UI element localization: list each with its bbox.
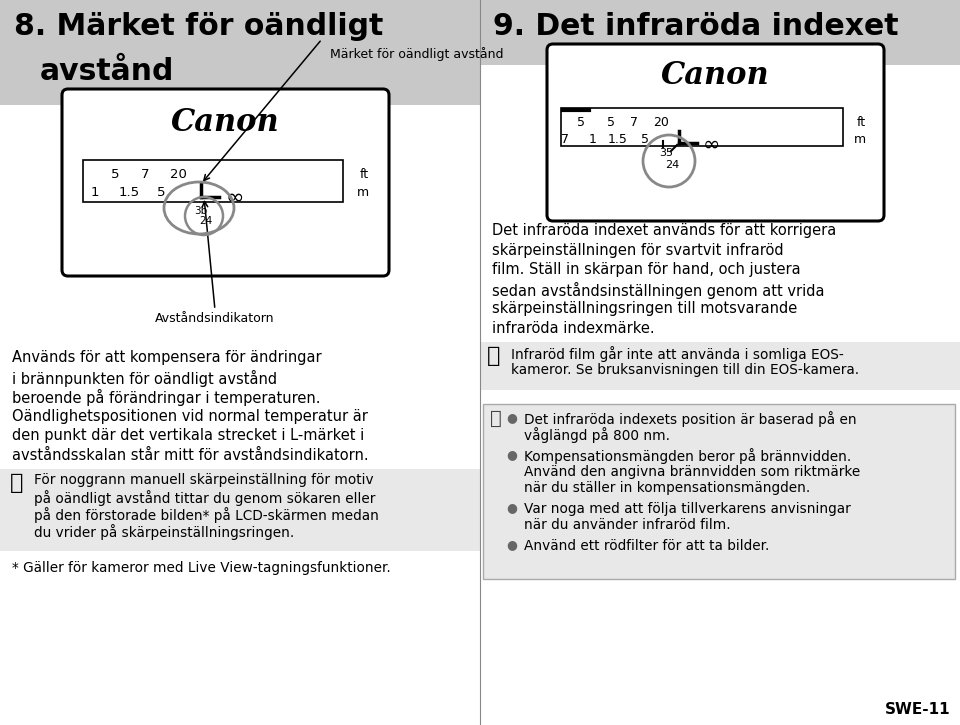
Text: kameror. Se bruksanvisningen till din EOS-kamera.: kameror. Se bruksanvisningen till din EO… (511, 363, 859, 377)
Text: avståndsskalan står mitt för avståndsindikatorn.: avståndsskalan står mitt för avståndsind… (12, 447, 369, 463)
Text: Ⓘ: Ⓘ (487, 346, 500, 366)
Text: skärpeinställningen för svartvit infraröd: skärpeinställningen för svartvit infrarö… (492, 242, 783, 257)
Text: våglängd på 800 nm.: våglängd på 800 nm. (524, 428, 670, 444)
Text: ●: ● (507, 411, 517, 424)
Text: 3b: 3b (194, 206, 207, 216)
Text: ●: ● (507, 448, 517, 461)
FancyBboxPatch shape (547, 44, 884, 221)
Text: ●: ● (507, 539, 517, 552)
Text: 1: 1 (589, 133, 597, 146)
Text: 24: 24 (665, 160, 679, 170)
Bar (0, 0, 480, 105)
Text: ●: ● (507, 502, 517, 515)
Bar (480, 342, 960, 390)
Text: ft: ft (360, 168, 369, 181)
Text: Avståndsindikatorn: Avståndsindikatorn (156, 312, 275, 325)
Text: film. Ställ in skärpan för hand, och justera: film. Ställ in skärpan för hand, och jus… (492, 262, 801, 277)
Text: ∞: ∞ (226, 188, 244, 208)
Text: Var noga med att följa tillverkarens anvisningar: Var noga med att följa tillverkarens anv… (524, 502, 851, 515)
Text: sedan avståndsinställningen genom att vrida: sedan avståndsinställningen genom att vr… (492, 281, 825, 299)
Text: 7: 7 (141, 168, 149, 181)
Text: på den förstorade bilden* på LCD-skärmen medan: på den förstorade bilden* på LCD-skärmen… (34, 507, 379, 523)
Text: 7: 7 (630, 116, 638, 129)
Text: Kompensationsmängden beror på brännvidden.: Kompensationsmängden beror på brännvidde… (524, 448, 852, 464)
FancyBboxPatch shape (62, 89, 389, 276)
Bar (561, 108, 843, 146)
Text: 8. Märket för oändligt: 8. Märket för oändligt (14, 12, 383, 41)
Text: Det infraröda indexet används för att korrigera: Det infraröda indexet används för att ko… (492, 223, 836, 238)
Text: SWE-11: SWE-11 (884, 702, 950, 717)
Text: Använd ett rödfilter för att ta bilder.: Använd ett rödfilter för att ta bilder. (524, 539, 769, 552)
Bar (480, 0, 960, 65)
Text: Används för att kompensera för ändringar: Används för att kompensera för ändringar (12, 350, 322, 365)
Text: Använd den angivna brännvidden som riktmärke: Använd den angivna brännvidden som riktm… (524, 465, 860, 479)
Text: Det infraröda indexets position är baserad på en: Det infraröda indexets position är baser… (524, 411, 856, 427)
Text: 5: 5 (607, 116, 615, 129)
Text: Märket för oändligt avstånd: Märket för oändligt avstånd (330, 47, 503, 61)
Text: skärpeinställningsringen till motsvarande: skärpeinställningsringen till motsvarand… (492, 301, 797, 316)
Text: 📋: 📋 (490, 409, 502, 428)
Text: 20: 20 (653, 116, 669, 129)
Text: 5: 5 (110, 168, 119, 181)
Text: 5: 5 (641, 133, 649, 146)
Text: * Gäller för kameror med Live View-tagningsfunktioner.: * Gäller för kameror med Live View-tagni… (12, 561, 391, 575)
Text: 24: 24 (200, 216, 212, 226)
Text: Oändlighetspositionen vid normal temperatur är: Oändlighetspositionen vid normal tempera… (12, 408, 368, 423)
Text: 20: 20 (170, 168, 186, 181)
Text: m: m (357, 186, 369, 199)
Text: För noggrann manuell skärpeinställning för motiv: För noggrann manuell skärpeinställning f… (34, 473, 373, 487)
Text: på oändligt avstånd tittar du genom sökaren eller: på oändligt avstånd tittar du genom söka… (34, 490, 375, 506)
Text: Canon: Canon (171, 107, 279, 138)
Text: 1.5: 1.5 (118, 186, 139, 199)
Text: 9. Det infraröda indexet: 9. Det infraröda indexet (493, 12, 899, 41)
Text: Canon: Canon (661, 60, 770, 91)
Text: 1: 1 (91, 186, 99, 199)
Text: Ⓘ: Ⓘ (10, 473, 23, 493)
Text: 1.5: 1.5 (608, 133, 628, 146)
Text: den punkt där det vertikala strecket i L-märket i: den punkt där det vertikala strecket i L… (12, 428, 364, 443)
Text: när du ställer in kompensationsmängden.: när du ställer in kompensationsmängden. (524, 481, 810, 495)
Bar (83, 160, 343, 202)
Text: beroende på förändringar i temperaturen.: beroende på förändringar i temperaturen. (12, 389, 321, 406)
Text: ft: ft (857, 116, 866, 129)
Text: Infraröd film går inte att använda i somliga EOS-: Infraröd film går inte att använda i som… (511, 346, 844, 362)
Text: ∞: ∞ (703, 135, 720, 155)
Text: när du använder infraröd film.: när du använder infraröd film. (524, 518, 731, 532)
Bar (483, 404, 955, 579)
Text: 5: 5 (156, 186, 165, 199)
Text: avstånd: avstånd (40, 57, 175, 86)
Text: 5: 5 (577, 116, 585, 129)
Text: 7: 7 (561, 133, 569, 146)
Text: 35: 35 (659, 148, 673, 158)
Text: du vrider på skärpeinställningsringen.: du vrider på skärpeinställningsringen. (34, 524, 295, 540)
Text: m: m (853, 133, 866, 146)
Bar (0, 469, 480, 551)
Text: i brännpunkten för oändligt avstånd: i brännpunkten för oändligt avstånd (12, 370, 277, 386)
Text: infraröda indexmärke.: infraröda indexmärke. (492, 320, 655, 336)
